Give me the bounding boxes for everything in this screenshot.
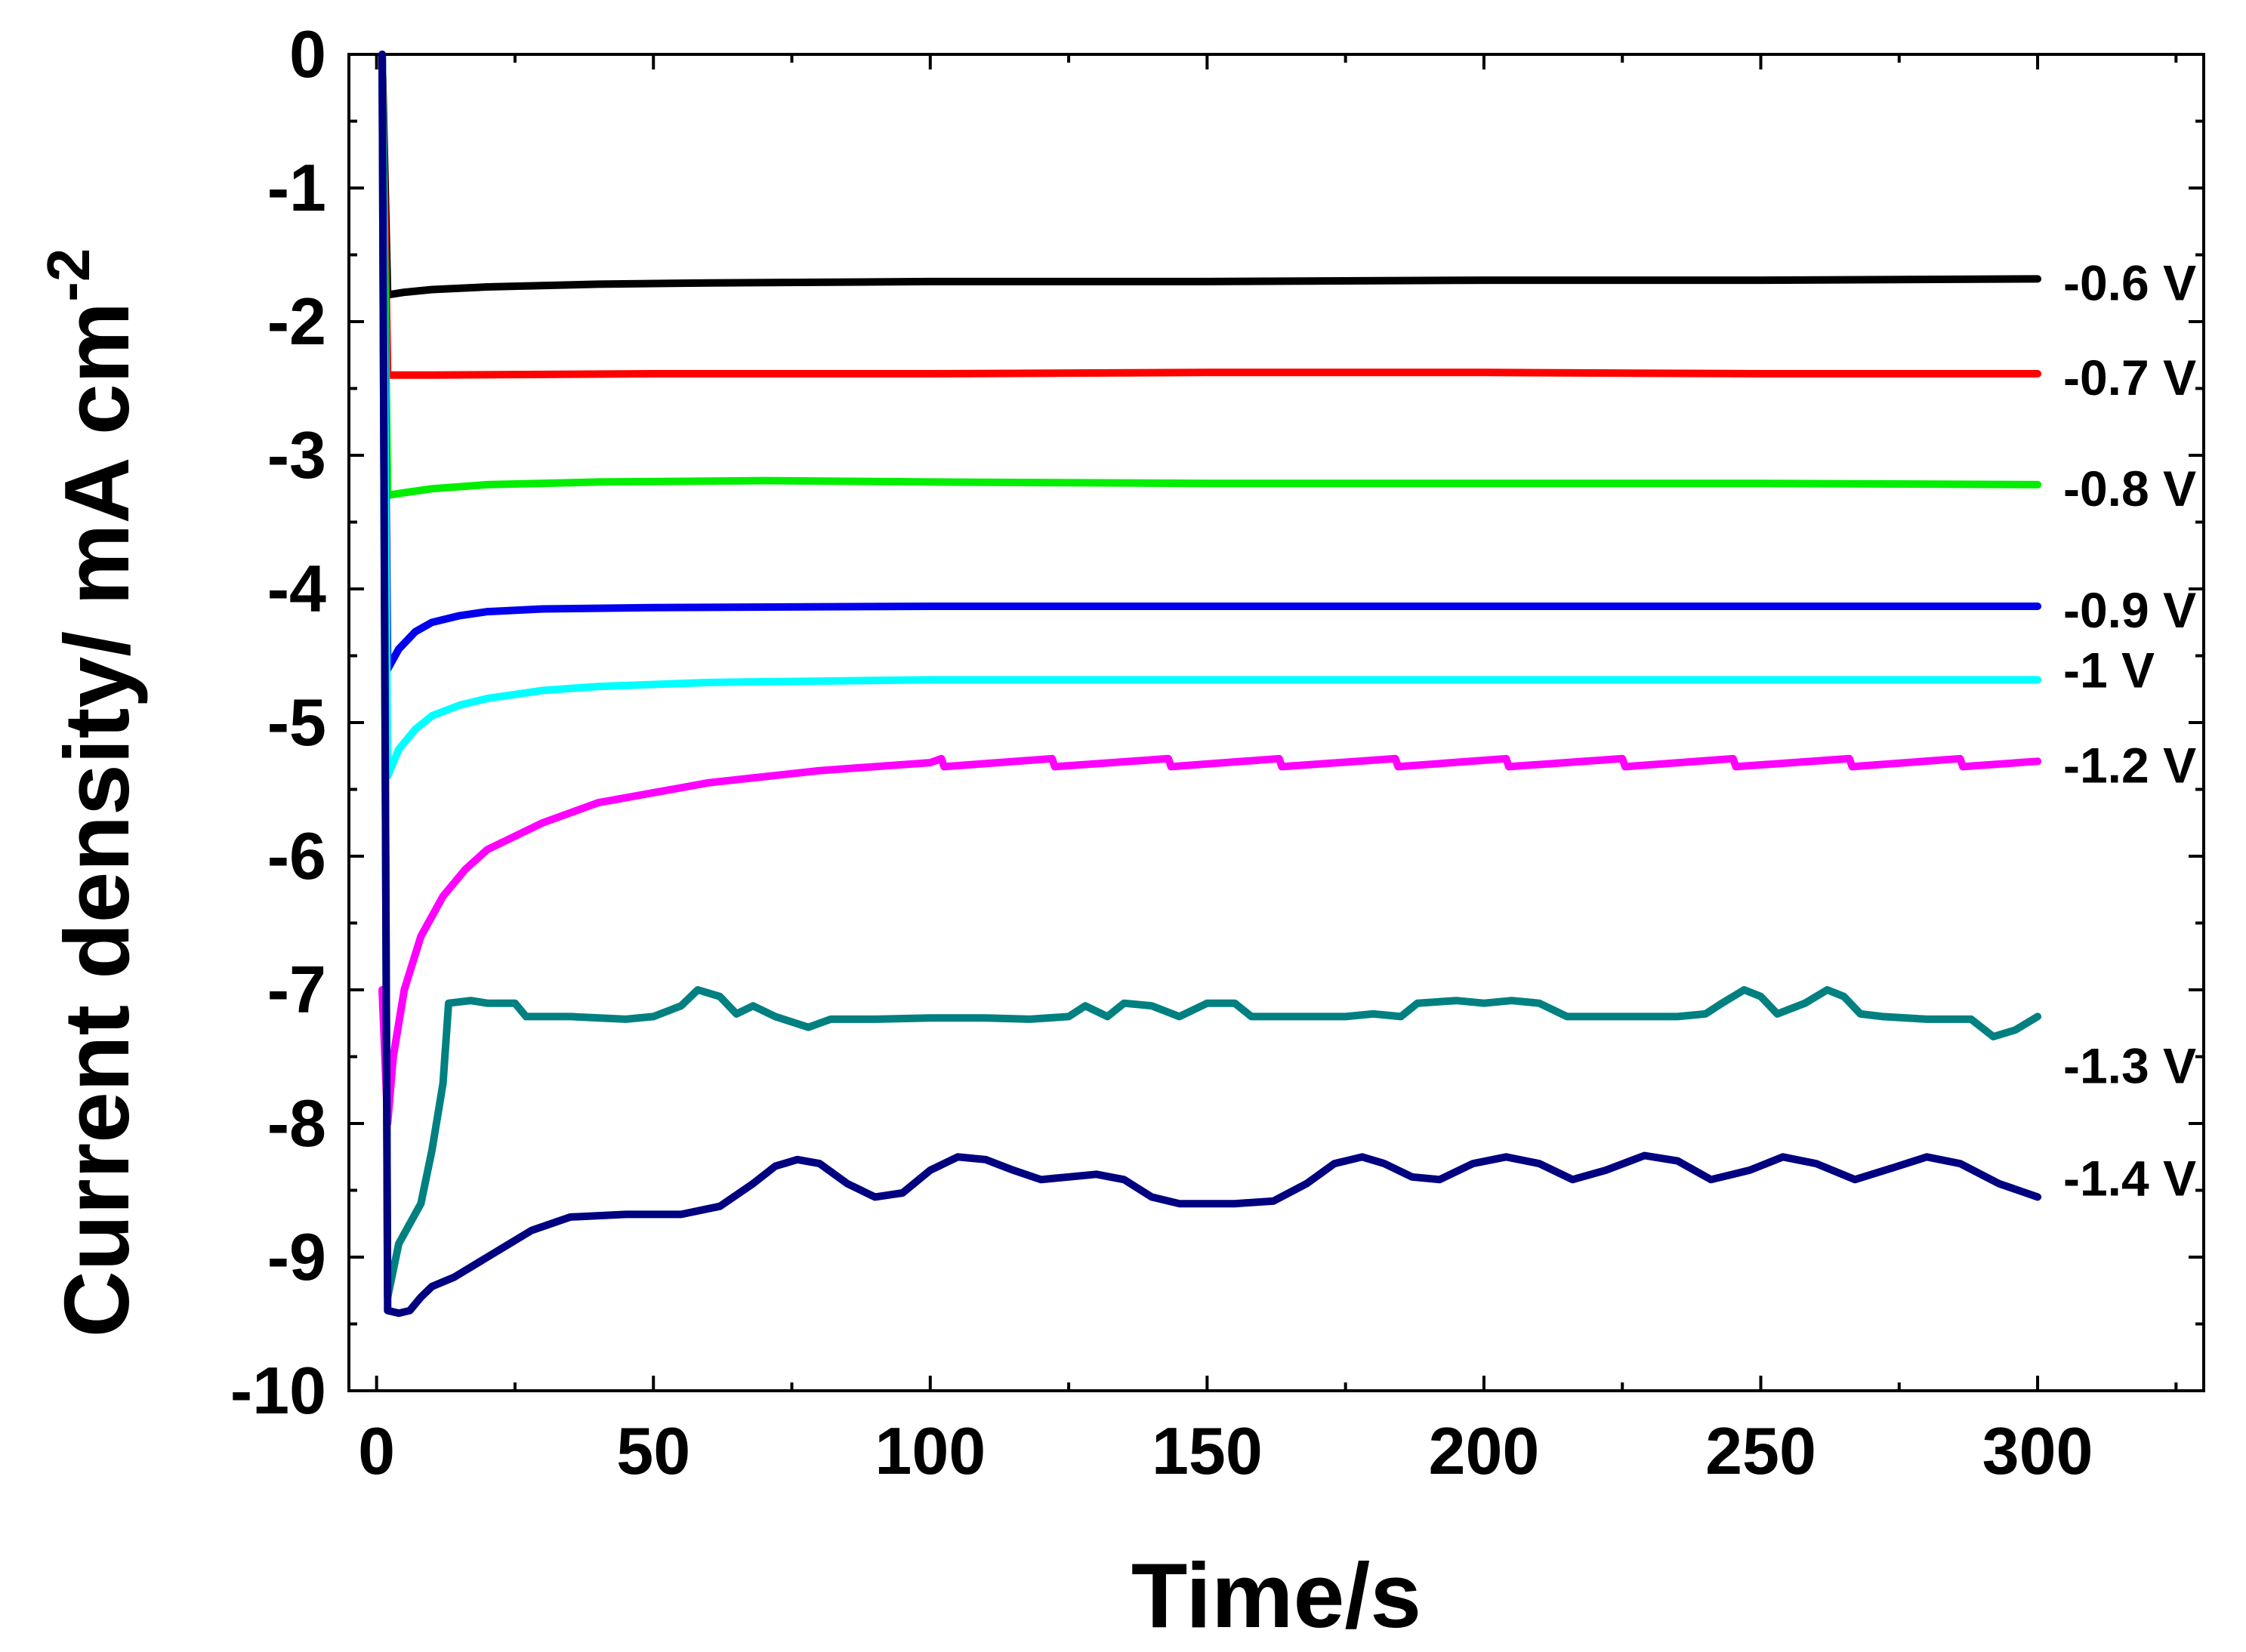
y-axis-title-superscript: -2 — [35, 248, 102, 302]
x-tick-label: 300 — [1982, 1413, 2093, 1488]
y-tick-label: -2 — [267, 284, 326, 359]
y-tick-label: -1 — [267, 150, 326, 225]
x-tick-label: 0 — [358, 1413, 395, 1488]
y-tick-label: -6 — [267, 818, 326, 893]
plot-frame — [347, 53, 2205, 1392]
series-label: -1.3 V — [2063, 1037, 2196, 1093]
series-line — [378, 51, 2042, 780]
x-axis-title: Time/s — [1131, 1544, 1421, 1647]
series-line — [378, 51, 2042, 379]
x-tick-label: 250 — [1705, 1413, 1816, 1488]
y-tick-label: -5 — [267, 685, 326, 760]
y-tick-label: -4 — [267, 551, 326, 626]
y-tick-label: 0 — [289, 17, 326, 91]
y-tick-label: -7 — [267, 952, 326, 1027]
y-tick-label: -10 — [230, 1353, 326, 1428]
series-label: -0.8 V — [2063, 461, 2196, 516]
series-line — [378, 51, 2042, 673]
x-tick-label: 200 — [1429, 1413, 1540, 1488]
series-label: -1.2 V — [2063, 737, 2196, 793]
x-tick-label: 150 — [1152, 1413, 1263, 1488]
series-label: -0.9 V — [2063, 582, 2196, 638]
series-line — [378, 754, 2042, 1127]
series-label: -1 V — [2063, 642, 2155, 698]
series-label: -0.7 V — [2063, 350, 2196, 405]
series-label: -0.6 V — [2063, 254, 2196, 310]
series-label: -1.4 V — [2063, 1150, 2196, 1206]
y-tick-label: -8 — [267, 1086, 326, 1160]
axes-group: 0 50 100 150 200 250 300 0 -1 -2 -3 -4 -5 -6 -7 -8 -9 -10 — [230, 17, 2205, 1488]
series-line — [378, 51, 2042, 500]
x-tick-label: 100 — [875, 1413, 986, 1488]
series-line — [378, 51, 2042, 1302]
series-labels-group: -0.6 V -0.7 V -0.8 V -0.9 V-1 V -1.2 V -1.3 V… — [2063, 254, 2196, 1206]
x-tick-label: 50 — [616, 1413, 690, 1488]
y-axis-title: Current density/ mA cm-2 — [35, 248, 148, 1338]
y-tick-label: -9 — [267, 1219, 326, 1294]
series-group — [378, 51, 2042, 1318]
series-line — [378, 51, 2042, 299]
y-tick-label: -3 — [267, 418, 326, 492]
series-line — [378, 51, 2042, 1318]
y-axis-title-text: Current density/ mA cm — [45, 302, 148, 1338]
